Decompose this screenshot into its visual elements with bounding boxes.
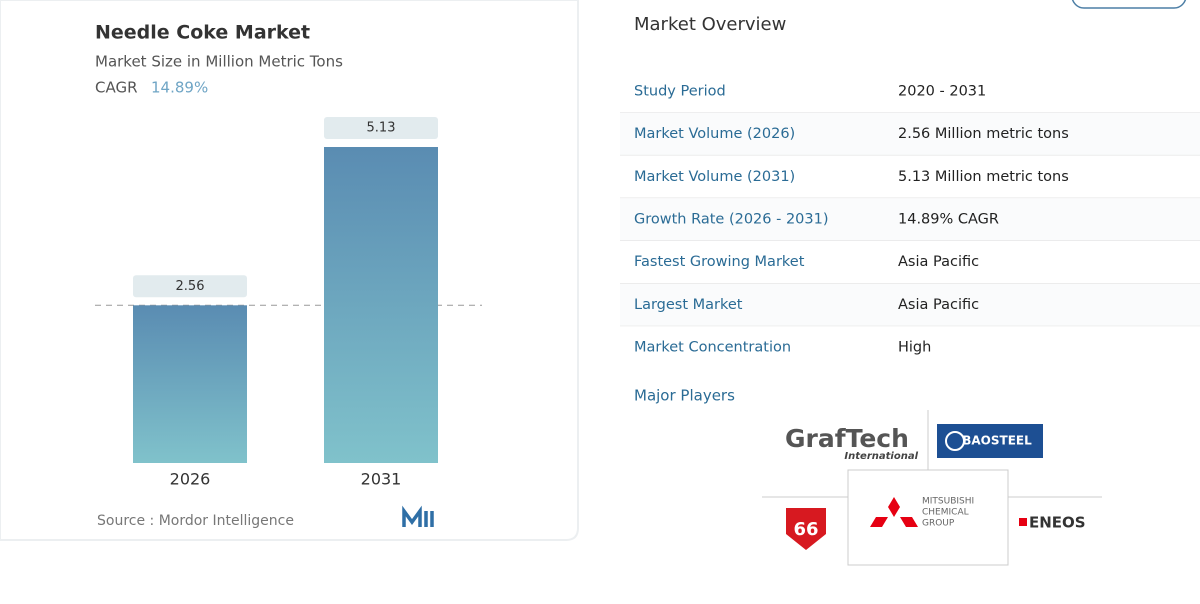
phillips-shield (786, 508, 826, 550)
x-tick-label: 2026 (170, 470, 211, 489)
row-bg (620, 283, 1200, 327)
row-bg (620, 155, 1200, 199)
graftech-sub: International (844, 451, 918, 462)
eneos: ENEOS (1029, 514, 1086, 532)
button[interactable] (1071, 0, 1187, 9)
row-bg (620, 326, 1200, 369)
data-label: 5.13 (367, 121, 396, 136)
row-value: High (898, 340, 931, 356)
players-title: Major Players (634, 387, 735, 405)
overview-title: Market Overview (634, 14, 786, 35)
row-value: 2.56 Million metric tons (898, 126, 1069, 142)
row-value: 5.13 Million metric tons (898, 169, 1069, 185)
data-label: 2.56 (176, 279, 205, 294)
baosteel-icon (945, 431, 965, 451)
cagr-label: CAGR (95, 79, 138, 97)
chart-card (0, 0, 579, 541)
source: Source : Mordor Intelligence (97, 513, 294, 529)
phillips: 66 (793, 519, 818, 540)
label-bg (324, 117, 438, 139)
row-label: Market Volume (2031) (634, 169, 795, 185)
x-tick-label: 2031 (361, 470, 402, 489)
bar (133, 305, 247, 463)
logo-box (847, 469, 1009, 566)
chart-title: Needle Coke Market (95, 22, 310, 44)
row-value: Asia Pacific (898, 254, 979, 270)
row-label: Largest Market (634, 297, 743, 313)
baosteel-bg (937, 424, 1043, 458)
chart-subtitle: Market Size in Million Metric Tons (95, 53, 343, 71)
row-label: Market Concentration (634, 340, 791, 356)
bar (324, 147, 438, 463)
row-label: Fastest Growing Market (634, 254, 805, 270)
row-bg (620, 198, 1200, 241)
row-value: 14.89% CAGR (898, 211, 999, 227)
row-bg (620, 240, 1200, 284)
mitsubishi: MITSUBISHI (922, 497, 974, 507)
baosteel: BAOSTEEL (962, 434, 1032, 448)
label-bg (133, 275, 247, 298)
row-label: Growth Rate (2026 - 2031) (634, 211, 829, 227)
row-label: Study Period (634, 83, 726, 99)
row-value: Asia Pacific (898, 297, 979, 313)
logo (402, 505, 434, 527)
graftech: GrafTech (785, 424, 909, 453)
row-label: Market Volume (2026) (634, 126, 795, 142)
mitsubishi: GROUP (922, 519, 955, 529)
row-value: 2020 - 2031 (898, 83, 986, 99)
mitsubishi: CHEMICAL (922, 508, 969, 518)
eneos-mark (1019, 518, 1027, 526)
mitsubishi-mark (870, 497, 918, 527)
row-bg (620, 70, 1200, 113)
cagr-value: 14.89% (151, 79, 208, 97)
row-bg (620, 112, 1200, 156)
